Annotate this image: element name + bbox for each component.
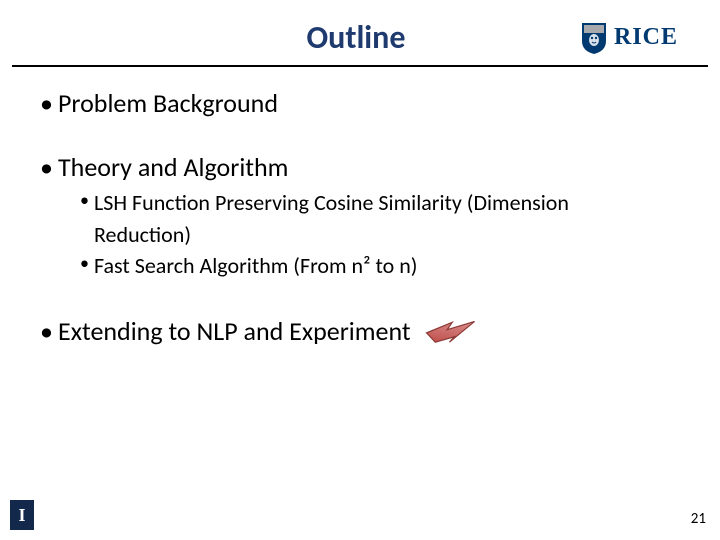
bullet-problem-background: Problem Background — [40, 87, 680, 119]
bullet-extending-nlp-text: Extending to NLP and Experiment — [58, 315, 411, 347]
page-number: 21 — [691, 510, 706, 528]
slide-title: Outline — [42, 18, 580, 57]
rice-logo-text: RICE — [614, 24, 678, 51]
slide-content: Problem Background Theory and Algorithm … — [0, 67, 720, 348]
illinois-logo-icon: I — [10, 500, 34, 530]
slide-header: Outline RICE — [12, 0, 708, 67]
illinois-logo-letter: I — [18, 505, 25, 526]
shield-icon — [580, 21, 608, 55]
pointer-arrow-icon — [421, 314, 477, 348]
sub-bullet-group: LSH Function Preserving Cosine Similarit… — [40, 189, 680, 280]
sub-bullet-lsh-b-text: Reduction) — [94, 221, 191, 248]
sub-bullet-lsh-b: • Reduction) — [40, 221, 680, 249]
rice-logo: RICE — [580, 21, 678, 55]
sub-bullet-fast-search: Fast Search Algorithm (From n² to n) — [40, 252, 680, 280]
bullet-theory-algorithm: Theory and Algorithm — [40, 151, 680, 183]
sub-bullet-lsh-a: LSH Function Preserving Cosine Similarit… — [40, 189, 680, 217]
bullet-extending-nlp: Extending to NLP and Experiment — [40, 314, 680, 348]
